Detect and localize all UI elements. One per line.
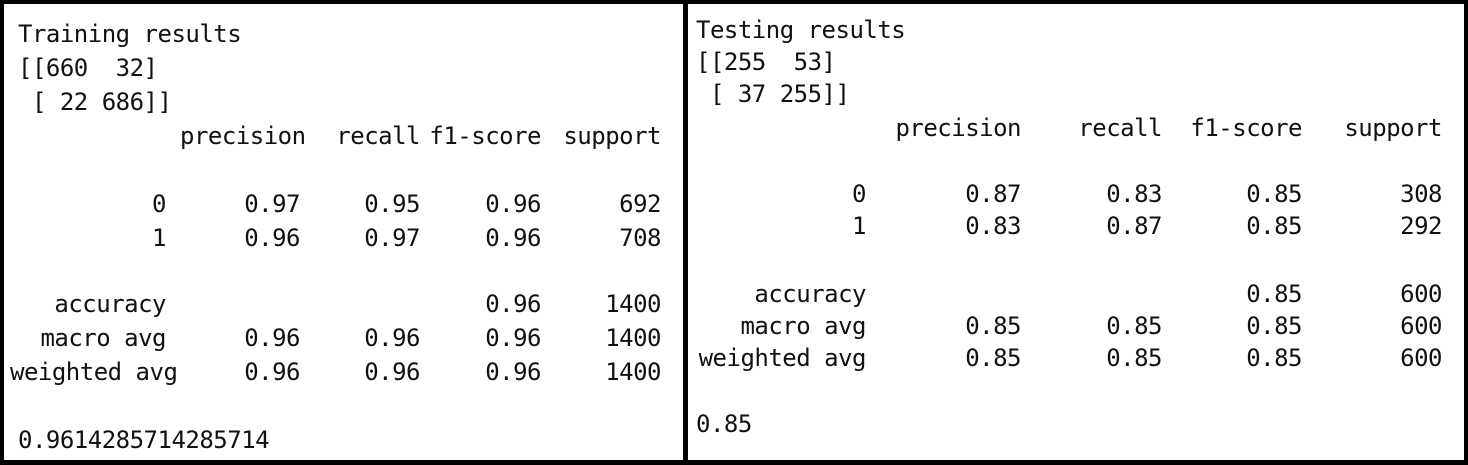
testing-cell: 308 — [1400, 180, 1442, 208]
testing-cell: 0.85 — [1246, 212, 1302, 240]
testing-cell: 0.85 — [1106, 344, 1162, 372]
training-cell: 0.96 — [485, 290, 541, 318]
testing-cell: 600 — [1400, 312, 1442, 340]
testing-cell: 0.87 — [1106, 212, 1162, 240]
training-cell: 0.96 — [244, 324, 300, 352]
testing-cell: 0.83 — [965, 212, 1021, 240]
testing-cell: 0.83 — [1106, 180, 1162, 208]
training-row-label: 0 — [152, 190, 166, 218]
training-cell: 1400 — [605, 290, 661, 318]
testing-cell: 0.85 — [1106, 312, 1162, 340]
testing-row-label: 1 — [852, 212, 866, 240]
testing-cell: 0.85 — [965, 312, 1021, 340]
testing-row-label: accuracy — [754, 280, 866, 308]
training-confusion-row-1: [[660 32] — [18, 54, 158, 82]
training-header-support: support — [563, 122, 661, 150]
testing-header-recall: recall — [1078, 114, 1162, 142]
training-results-panel: Training results [[660 32] [ 22 686]] pr… — [4, 4, 683, 460]
training-cell: 0.96 — [364, 324, 420, 352]
testing-confusion-row-2: [ 37 255]] — [696, 80, 850, 108]
testing-cell: 0.85 — [965, 344, 1021, 372]
training-cell: 0.97 — [244, 190, 300, 218]
testing-confusion-row-1: [[255 53] — [696, 48, 836, 76]
training-cell: 0.96 — [485, 358, 541, 386]
training-cell: 0.95 — [364, 190, 420, 218]
testing-cell: 0.85 — [1246, 344, 1302, 372]
testing-cell: 0.85 — [1246, 280, 1302, 308]
testing-row-label: macro avg — [740, 312, 866, 340]
testing-cell: 600 — [1400, 280, 1442, 308]
training-cell: 0.96 — [244, 358, 300, 386]
testing-cell: 0.85 — [1246, 180, 1302, 208]
training-cell: 708 — [619, 224, 661, 252]
training-cell: 1400 — [605, 358, 661, 386]
training-row-label: weighted avg — [10, 358, 178, 386]
testing-title: Testing results — [696, 16, 906, 44]
training-cell: 1400 — [605, 324, 661, 352]
testing-cell: 0.87 — [965, 180, 1021, 208]
training-row-label: accuracy — [54, 290, 166, 318]
training-cell: 0.96 — [485, 190, 541, 218]
training-cell: 0.96 — [364, 358, 420, 386]
training-cell: 692 — [619, 190, 661, 218]
testing-cell: 0.85 — [1246, 312, 1302, 340]
testing-row-label: 0 — [852, 180, 866, 208]
training-cell: 0.97 — [364, 224, 420, 252]
training-row-label: macro avg — [40, 324, 166, 352]
testing-cell: 600 — [1400, 344, 1442, 372]
testing-results-panel: Testing results [[255 53] [ 37 255]] pre… — [688, 4, 1464, 460]
training-row-label: 1 — [152, 224, 166, 252]
training-accuracy-score: 0.9614285714285714 — [18, 426, 270, 454]
training-cell: 0.96 — [485, 324, 541, 352]
training-cell: 0.96 — [244, 224, 300, 252]
testing-cell: 292 — [1400, 212, 1442, 240]
training-header-recall: recall — [336, 122, 420, 150]
testing-row-label: weighted avg — [698, 344, 867, 372]
testing-header-f1: f1-score — [1190, 114, 1302, 142]
training-confusion-row-2: [ 22 686]] — [18, 88, 172, 116]
testing-header-precision: precision — [895, 114, 1021, 142]
testing-accuracy-score: 0.85 — [696, 410, 752, 438]
training-title: Training results — [18, 20, 242, 48]
training-header-precision: precision — [180, 122, 306, 150]
testing-header-support: support — [1344, 114, 1442, 142]
training-cell: 0.96 — [485, 224, 541, 252]
training-header-f1: f1-score — [429, 122, 541, 150]
